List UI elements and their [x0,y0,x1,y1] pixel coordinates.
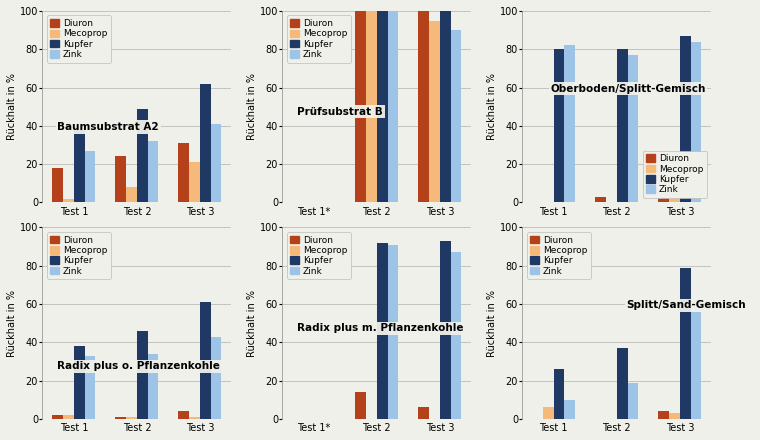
Text: Radix plus o. Pflanzenkohle: Radix plus o. Pflanzenkohle [58,362,220,371]
Bar [680,36,691,202]
Bar [543,407,554,419]
Bar [63,415,74,419]
Bar [116,157,126,202]
Legend: Diuron, Mecoprop, Kupfer, Zink: Diuron, Mecoprop, Kupfer, Zink [643,150,707,198]
Bar [680,268,691,419]
Bar [377,11,388,202]
Bar [84,150,95,202]
Bar [356,11,366,202]
Bar [179,143,189,202]
Legend: Diuron, Mecoprop, Kupfer, Zink: Diuron, Mecoprop, Kupfer, Zink [47,15,111,63]
Bar [658,411,669,419]
Bar [63,198,74,202]
Bar [147,141,158,202]
Bar [116,417,126,419]
Legend: Diuron, Mecoprop, Kupfer, Zink: Diuron, Mecoprop, Kupfer, Zink [47,232,111,279]
Bar [52,168,63,202]
Bar [565,45,575,202]
Bar [377,243,388,419]
Text: Radix plus m. Pflanzenkohle: Radix plus m. Pflanzenkohle [297,323,464,333]
Bar [52,415,63,419]
Bar [388,245,398,419]
Bar [595,197,606,202]
Bar [691,41,701,202]
Bar [429,21,440,202]
Bar [137,109,147,202]
Bar [137,331,147,419]
Bar [440,11,451,202]
Bar [126,187,137,202]
Bar [366,11,377,202]
Y-axis label: Rückhalt in %: Rückhalt in % [487,73,497,140]
Bar [74,346,84,419]
Bar [126,417,137,419]
Bar [419,11,429,202]
Bar [617,49,628,202]
Bar [200,84,211,202]
Bar [74,130,84,202]
Text: Oberboden/Splitt-Gemisch: Oberboden/Splitt-Gemisch [550,84,706,94]
Bar [669,189,680,202]
Y-axis label: Rückhalt in %: Rückhalt in % [487,290,497,357]
Bar [147,354,158,419]
Bar [451,253,461,419]
Legend: Diuron, Mecoprop, Kupfer, Zink: Diuron, Mecoprop, Kupfer, Zink [527,232,591,279]
Bar [200,302,211,419]
Text: Splitt/Sand-Gemisch: Splitt/Sand-Gemisch [626,300,746,310]
Bar [356,392,366,419]
Y-axis label: Rückhalt in %: Rückhalt in % [7,290,17,357]
Bar [554,369,565,419]
Bar [179,411,189,419]
Bar [211,337,221,419]
Y-axis label: Rückhalt in %: Rückhalt in % [247,73,257,140]
Bar [554,49,565,202]
Bar [84,356,95,419]
Bar [440,241,451,419]
Bar [565,400,575,419]
Bar [617,348,628,419]
Bar [388,11,398,202]
Text: Prüfsubstrat B: Prüfsubstrat B [297,106,383,117]
Legend: Diuron, Mecoprop, Kupfer, Zink: Diuron, Mecoprop, Kupfer, Zink [287,15,351,63]
Y-axis label: Rückhalt in %: Rückhalt in % [7,73,17,140]
Bar [451,30,461,202]
Bar [628,55,638,202]
Bar [658,197,669,202]
Text: Baumsubstrat A2: Baumsubstrat A2 [58,122,159,132]
Bar [211,124,221,202]
Bar [669,413,680,419]
Bar [628,382,638,419]
Bar [419,407,429,419]
Bar [189,162,200,202]
Bar [691,312,701,419]
Bar [189,417,200,419]
Y-axis label: Rückhalt in %: Rückhalt in % [247,290,257,357]
Legend: Diuron, Mecoprop, Kupfer, Zink: Diuron, Mecoprop, Kupfer, Zink [287,232,351,279]
